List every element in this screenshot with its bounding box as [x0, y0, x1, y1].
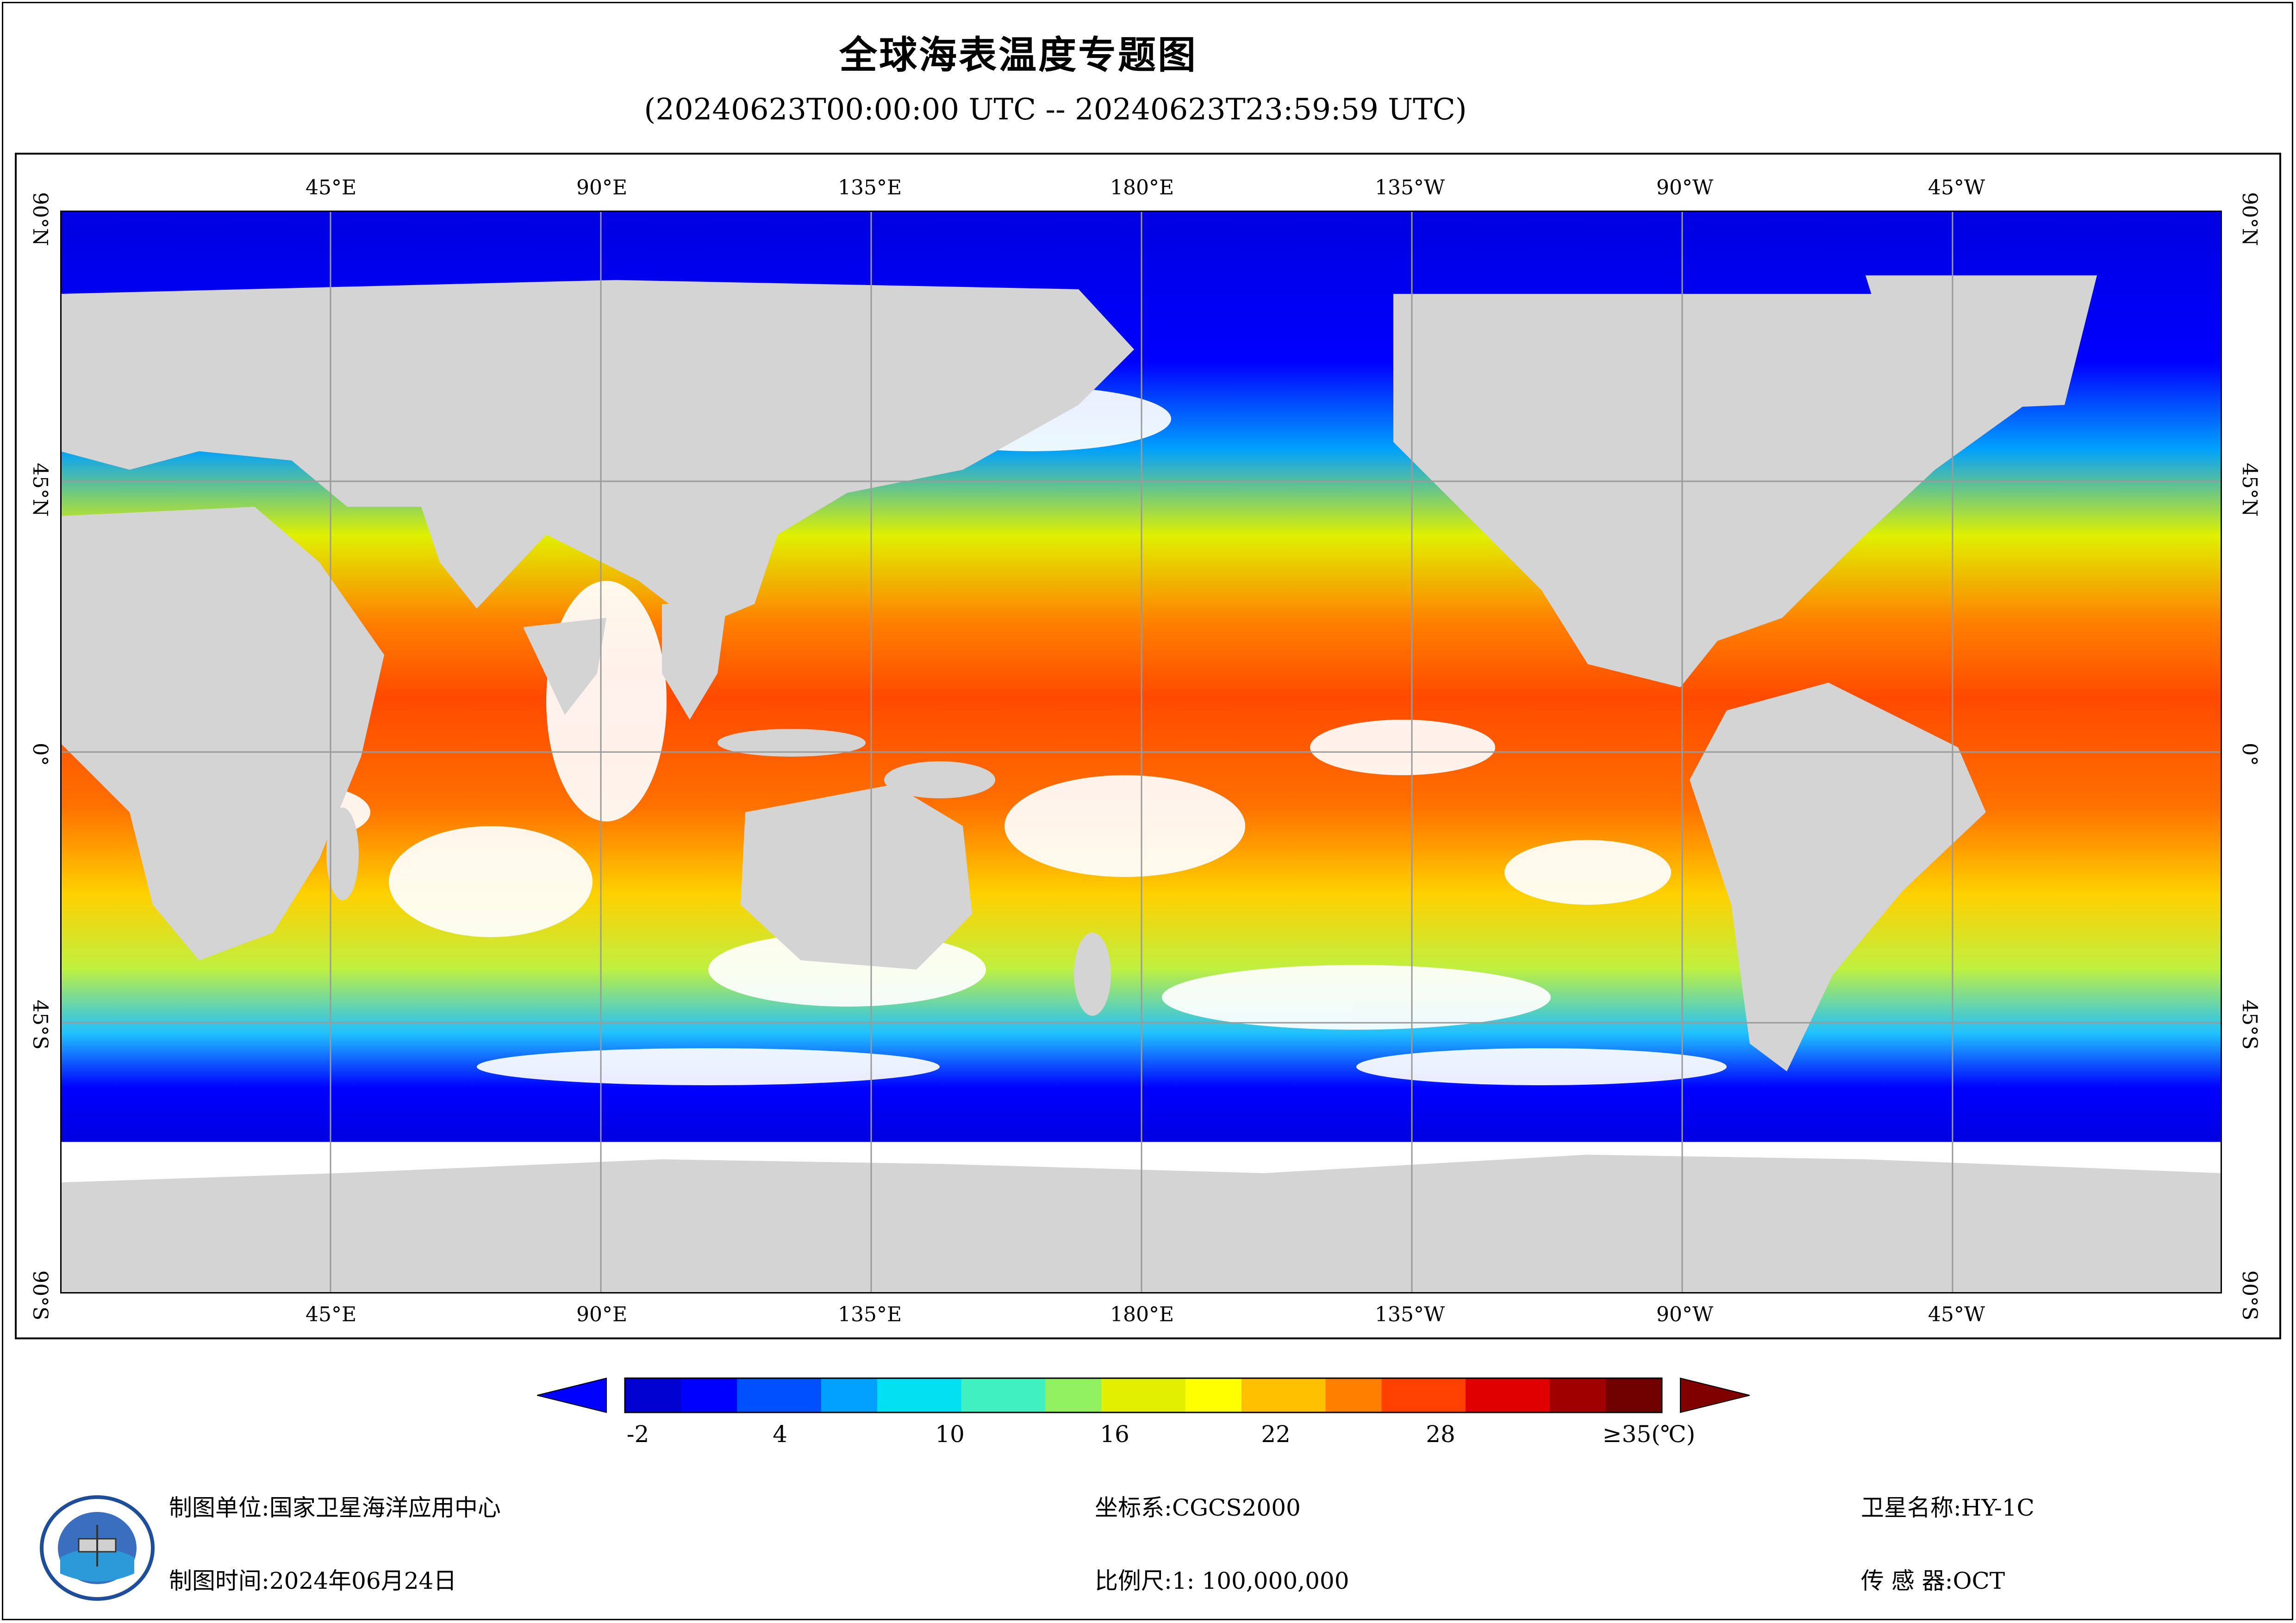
lat-label-left: 0°	[28, 743, 52, 766]
lon-label-top: 135°W	[1375, 176, 1445, 199]
colorbar-cell	[737, 1378, 766, 1412]
colorbar-tick-label: -2	[626, 1421, 649, 1448]
colorbar-cell	[1017, 1378, 1046, 1412]
colorbar-cell	[1466, 1378, 1494, 1412]
lon-label-bottom: 45°W	[1928, 1303, 1985, 1326]
lon-label-top: 90°E	[576, 176, 628, 199]
lon-label-top: 45°E	[306, 176, 357, 199]
lon-label-bottom: 90°W	[1656, 1303, 1714, 1326]
lat-label-left: 90°S	[28, 1270, 52, 1321]
colorbar-cells	[625, 1378, 1662, 1412]
colorbar-cell	[1241, 1378, 1270, 1412]
map-scale: 比例尺:1: 100,000,000	[1095, 1567, 1349, 1594]
colorbar-cell	[625, 1378, 654, 1412]
colorbar-cell	[1410, 1378, 1438, 1412]
lon-label-bottom: 180°E	[1110, 1303, 1174, 1326]
lat-label-right: 0°	[2238, 743, 2261, 766]
lon-label-top: 90°W	[1656, 176, 1714, 199]
lat-label-right: 90°N	[2238, 192, 2261, 246]
colorbar-cell	[1129, 1378, 1158, 1412]
mapping-date: 制图时间:2024年06月24日	[169, 1567, 457, 1594]
colorbar-cell	[877, 1378, 905, 1412]
graticule	[60, 211, 2222, 1293]
colorbar-cell	[933, 1378, 961, 1412]
sst-map	[60, 211, 2222, 1293]
colorbar-cell	[989, 1378, 1018, 1412]
colorbar-cell	[1634, 1378, 1662, 1412]
lat-label-right: 45°N	[2238, 463, 2261, 517]
lon-label-bottom: 90°E	[576, 1303, 628, 1326]
colorbar-cell	[1045, 1378, 1074, 1412]
lat-label-right: 45°S	[2238, 1000, 2261, 1050]
lon-label-top: 180°E	[1110, 176, 1174, 199]
map-frame	[15, 153, 2281, 1339]
lon-label-bottom: 135°E	[838, 1303, 902, 1326]
colorbar-tick-label: 16	[1100, 1421, 1129, 1448]
colorbar-cell	[1269, 1378, 1298, 1412]
colorbar-cell	[765, 1378, 793, 1412]
colorbar-cell	[793, 1378, 822, 1412]
lon-label-bottom: 45°E	[306, 1303, 357, 1326]
colorbar-cell	[1325, 1378, 1354, 1412]
coordinate-system: 坐标系:CGCS2000	[1095, 1494, 1301, 1521]
lat-label-left: 45°N	[28, 463, 52, 517]
colorbar-cell	[1578, 1378, 1606, 1412]
time-range-subtitle: (20240623T00:00:00 UTC -- 20240623T23:59…	[644, 93, 1467, 127]
colorbar-cell	[849, 1378, 878, 1412]
colorbar-cell	[1354, 1378, 1382, 1412]
colorbar-cell	[1073, 1378, 1102, 1412]
colorbar-tick-label: ≥35(℃)	[1602, 1421, 1696, 1448]
colorbar-cell	[961, 1378, 990, 1412]
lat-label-left: 90°N	[28, 192, 52, 246]
colorbar-cell	[1157, 1378, 1186, 1412]
colorbar-cell	[1213, 1378, 1242, 1412]
lon-label-bottom: 135°W	[1375, 1303, 1445, 1326]
colorbar-cell	[1101, 1378, 1130, 1412]
colorbar-under-arrow	[537, 1377, 607, 1413]
map-title: 全球海表温度专题图	[839, 33, 1198, 77]
colorbar-cell	[709, 1378, 737, 1412]
colorbar-cell	[1549, 1378, 1578, 1412]
lon-label-top: 135°E	[838, 176, 902, 199]
colorbar	[537, 1377, 1750, 1413]
colorbar-cell	[1185, 1378, 1214, 1412]
colorbar-cell	[905, 1378, 934, 1412]
colorbar-cell	[1522, 1378, 1550, 1412]
colorbar-cell	[681, 1378, 710, 1412]
lat-label-right: 90°S	[2238, 1270, 2261, 1321]
colorbar-tick-label: 4	[773, 1421, 787, 1448]
colorbar-cell	[1437, 1378, 1466, 1412]
mapping-org: 制图单位:国家卫星海洋应用中心	[169, 1494, 501, 1521]
colorbar-cell	[821, 1378, 849, 1412]
satellite-name: 卫星名称:HY-1C	[1861, 1494, 2034, 1521]
nsoas-logo	[40, 1495, 155, 1601]
colorbar-cell	[653, 1378, 681, 1412]
colorbar-cell	[1381, 1378, 1410, 1412]
colorbar-cell	[1605, 1378, 1634, 1412]
colorbar-tick-label: 10	[935, 1421, 965, 1448]
colorbar-tick-label: 28	[1426, 1421, 1455, 1448]
colorbar-over-arrow	[1680, 1377, 1750, 1413]
colorbar-tick-label: 22	[1261, 1421, 1291, 1448]
colorbar-cell	[1493, 1378, 1522, 1412]
sensor-name: 传 感 器:OCT	[1861, 1567, 2005, 1594]
colorbar-cell	[1298, 1378, 1326, 1412]
lon-label-top: 45°W	[1928, 176, 1985, 199]
lat-label-left: 45°S	[28, 1000, 52, 1050]
